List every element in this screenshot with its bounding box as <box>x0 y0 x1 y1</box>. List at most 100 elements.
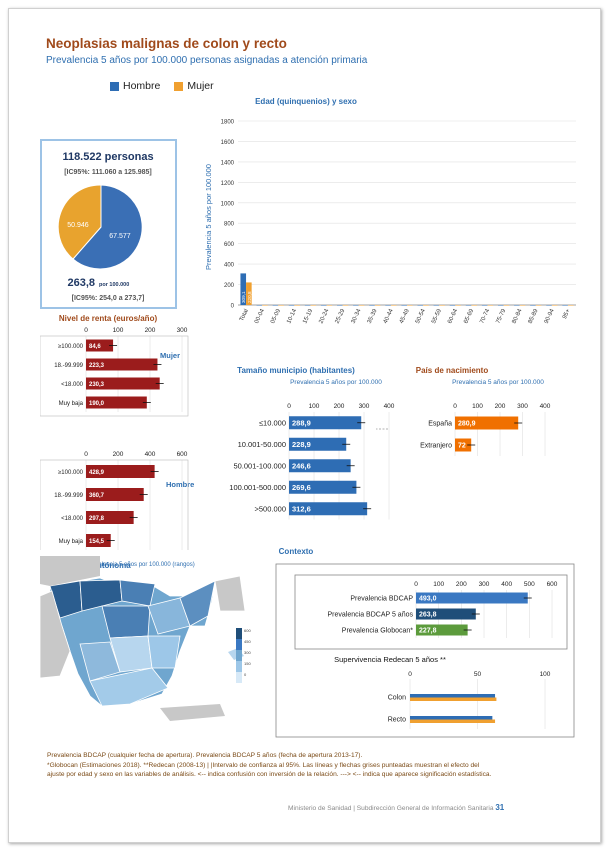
total-summary-box: 118.522 personas [IC95%: 111.060 a 125.9… <box>40 139 177 309</box>
context-frame <box>275 563 575 738</box>
context-bars: 0 100 200 300 400 500 600 Prevalencia BDCAP 493,… <box>328 581 558 638</box>
municipality-category-label: >500.000 <box>255 504 287 513</box>
municipality-category-label: 50.001-100.000 <box>233 461 286 470</box>
age-xtick-label: 25-29 <box>335 308 347 324</box>
legend-hombre-label: Hombre <box>123 80 161 92</box>
income-mujer-bar-value: 230,3 <box>89 382 105 388</box>
ministry-credit: Ministerio de Sanidad | Subdirección Gen… <box>288 805 494 812</box>
age-xtick-label: 40-44 <box>383 308 395 324</box>
income-hombre-bar <box>86 511 134 524</box>
page-subtitle: Prevalencia 5 años por 100.000 personas … <box>46 55 368 66</box>
age-ytick-label: 1600 <box>221 140 235 146</box>
birth-country-bar-value: 72 <box>458 443 466 450</box>
age-bar-mujer <box>471 305 477 306</box>
map-subtitle: Prevalencia 5 años por 100.000 (rangos) <box>86 562 195 568</box>
legend-hombre: Hombre <box>110 80 160 92</box>
age-bar-hombre <box>320 305 327 306</box>
income-hombre-bar-value: 154,5 <box>89 539 105 545</box>
map-scale-450: 450 <box>244 639 251 644</box>
municipality-bar <box>289 480 357 494</box>
age-bar-value: 220,8 <box>247 291 252 303</box>
income-hombre-xtick-label: 200 <box>113 451 124 458</box>
age-xtick-label: 35-39 <box>367 308 379 324</box>
age-xtick-label: 55-59 <box>431 308 443 324</box>
survival-category-label: Colon <box>388 695 406 702</box>
age-xtick-label: 05-09 <box>270 308 282 324</box>
birth-country-xtick-label: 400 <box>540 403 551 410</box>
age-chart-title: Edad (quinquenios) y sexo <box>255 97 357 106</box>
income-mujer-bar <box>86 358 158 371</box>
age-bar-mujer <box>519 305 526 306</box>
income-mujer-category-label: <18.000 <box>61 382 84 388</box>
municipality-bar <box>289 459 351 473</box>
age-chart-xticks: Total 00-04 05-09 10-14 15-19 20-24 25-29 30-34… <box>239 308 572 324</box>
age-bar-mujer <box>535 305 542 306</box>
income-mujer-frame <box>40 335 189 417</box>
municipality-xtick-label: 400 <box>384 403 395 410</box>
age-ytick-label: 1400 <box>221 160 235 166</box>
municipality-category-label: 10.001-50.000 <box>238 440 286 449</box>
context-category-label: Prevalencia BDCAP <box>350 596 413 603</box>
income-mujer-bar-value: 84,6 <box>89 344 101 350</box>
birth-country-title: País de nacimiento <box>416 366 489 375</box>
income-hombre-category-label: 18.-99.999 <box>54 493 83 499</box>
birth-country-bar-value: 280,9 <box>458 421 476 428</box>
sex-legend: Hombre Mujer <box>110 80 214 92</box>
survival-xtick-label: 0 <box>408 671 412 678</box>
page-footer: Ministerio de Sanidad | Subdirección Gen… <box>288 803 504 812</box>
map-scale-150: 150 <box>244 661 251 666</box>
age-bar-hombre <box>497 305 504 306</box>
age-bar-hombre <box>530 305 536 306</box>
legend-hombre-swatch <box>110 81 119 91</box>
age-ytick-label: 600 <box>224 242 235 248</box>
municipality-bar-value: 228,9 <box>292 440 311 449</box>
age-bar-hombre <box>562 305 568 306</box>
total-count-ci: [IC95%: 111.060 a 125.985] <box>64 169 152 176</box>
age-sex-chart: Edad (quinquenios) y sexo Prevalencia 5 … <box>204 97 576 324</box>
income-hombre-category-label: <18.000 <box>61 516 84 522</box>
income-hombre-xtick-label: 400 <box>145 451 156 458</box>
age-bar-mujer <box>326 305 333 306</box>
income-mujer-xtick-label: 0 <box>84 327 88 334</box>
income-mujer-category-label: Muy baja <box>59 401 84 407</box>
age-xtick-label: 00-04 <box>254 308 266 324</box>
page-title: Neoplasias malignas de colon y recto <box>46 36 287 51</box>
age-bar-mujer <box>358 305 365 306</box>
age-xtick-label: 20-24 <box>318 308 330 324</box>
survival-bar-mujer <box>410 719 496 723</box>
survival-xtick-label: 50 <box>474 671 482 678</box>
age-bar-value: 309,1 <box>241 291 246 303</box>
age-bar-mujer <box>310 305 317 306</box>
municipality-xtick-label: 100 <box>309 403 320 410</box>
age-bar-hombre <box>240 273 247 305</box>
context-xtick-label: 0 <box>414 581 418 588</box>
municipality-chart-subtitle: Prevalencia 5 años por 100.000 <box>290 379 382 386</box>
birth-country-xtick-label: 300 <box>517 403 528 410</box>
survival-bar-hombre <box>410 716 493 720</box>
age-bar-mujer <box>503 305 510 306</box>
municipality-xtick-label: 200 <box>334 403 345 410</box>
age-bar-hombre <box>337 305 343 306</box>
age-xtick-label: 10-14 <box>286 308 298 324</box>
age-bar-hombre <box>272 305 279 306</box>
age-ytick-label: 400 <box>224 263 235 269</box>
income-hombre-bar-value: 428,9 <box>89 470 105 476</box>
context-category-label: Prevalencia BDCAP 5 años <box>328 612 414 619</box>
total-count: 118.522 personas <box>62 151 153 163</box>
legend-mujer-swatch <box>174 81 184 91</box>
age-bar-mujer <box>278 305 284 306</box>
income-mujer-category-label: ≥100.000 <box>58 344 84 350</box>
context-title: Contexto <box>279 547 314 556</box>
age-xtick-label: 15-19 <box>302 308 314 324</box>
age-chart-grid: 0 200 400 600 800 1000 1200 1400 1600 1800 <box>221 120 576 310</box>
income-hombre-xtick-label: 0 <box>84 451 88 458</box>
municipality-chart: Tamaño municipio (habitantes) Prevalenci… <box>229 366 395 520</box>
birth-country-bar <box>455 438 472 452</box>
context-bar-value: 263,8 <box>419 612 437 619</box>
income-mujer-bar-value: 223,3 <box>89 363 105 369</box>
age-xtick-label: 45-49 <box>399 308 411 324</box>
footnotes: Prevalencia BDCAP (cualquier fecha de ap… <box>47 751 567 780</box>
context-bar <box>416 592 528 604</box>
age-bar-mujer <box>551 305 558 306</box>
income-mujer-xtick-label: 300 <box>177 327 188 334</box>
